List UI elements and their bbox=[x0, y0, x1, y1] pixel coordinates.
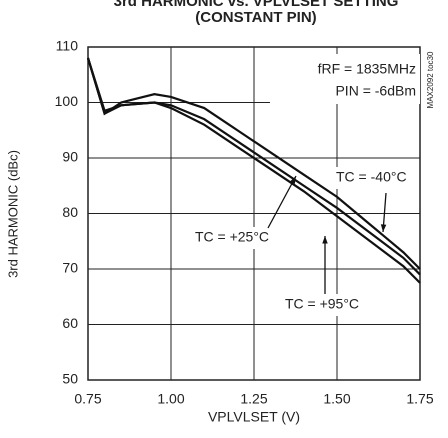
y-tick-label: 80 bbox=[62, 204, 78, 220]
y-tick-label: 60 bbox=[62, 315, 78, 331]
x-tick-label: 1.75 bbox=[406, 391, 433, 407]
label-box bbox=[188, 227, 276, 249]
label-box bbox=[332, 167, 418, 189]
x-tick-label: 1.25 bbox=[240, 391, 267, 407]
side-note: MAX2092 toc30 bbox=[426, 51, 435, 108]
chart-title: 3rd HARMONIC vs. VPLVLSET SETTING bbox=[114, 0, 399, 10]
x-tick-label: 1.00 bbox=[157, 391, 184, 407]
x-tick-label: 1.50 bbox=[323, 391, 350, 407]
annotation-box bbox=[270, 54, 420, 104]
x-axis-label: VPLVLSET (V) bbox=[208, 409, 300, 425]
arrow-head bbox=[322, 236, 328, 244]
label-box bbox=[278, 294, 366, 316]
y-tick-label: 70 bbox=[62, 260, 78, 276]
y-tick-label: 100 bbox=[55, 93, 79, 109]
annotation: fRF = 1835MHz bbox=[318, 61, 416, 77]
arrow-line bbox=[267, 175, 297, 229]
y-tick-label: 90 bbox=[62, 149, 78, 165]
series-line bbox=[86, 57, 421, 270]
chart-subtitle: (CONSTANT PIN) bbox=[195, 9, 316, 26]
x-tick-label: 0.75 bbox=[74, 391, 101, 407]
arrow-head bbox=[290, 176, 296, 184]
annotation: PIN = -6dBm bbox=[335, 83, 416, 99]
series-label: TC = +25°C bbox=[195, 229, 269, 245]
y-tick-label: 110 bbox=[56, 38, 79, 54]
series-line bbox=[86, 57, 421, 284]
y-tick-label: 50 bbox=[62, 371, 78, 387]
series-label: TC = +95°C bbox=[285, 296, 359, 312]
y-axis-label: 3rd HARMONIC (dBc) bbox=[5, 150, 20, 278]
arrow-head bbox=[380, 224, 387, 232]
series-label: TC = -40°C bbox=[336, 169, 407, 185]
